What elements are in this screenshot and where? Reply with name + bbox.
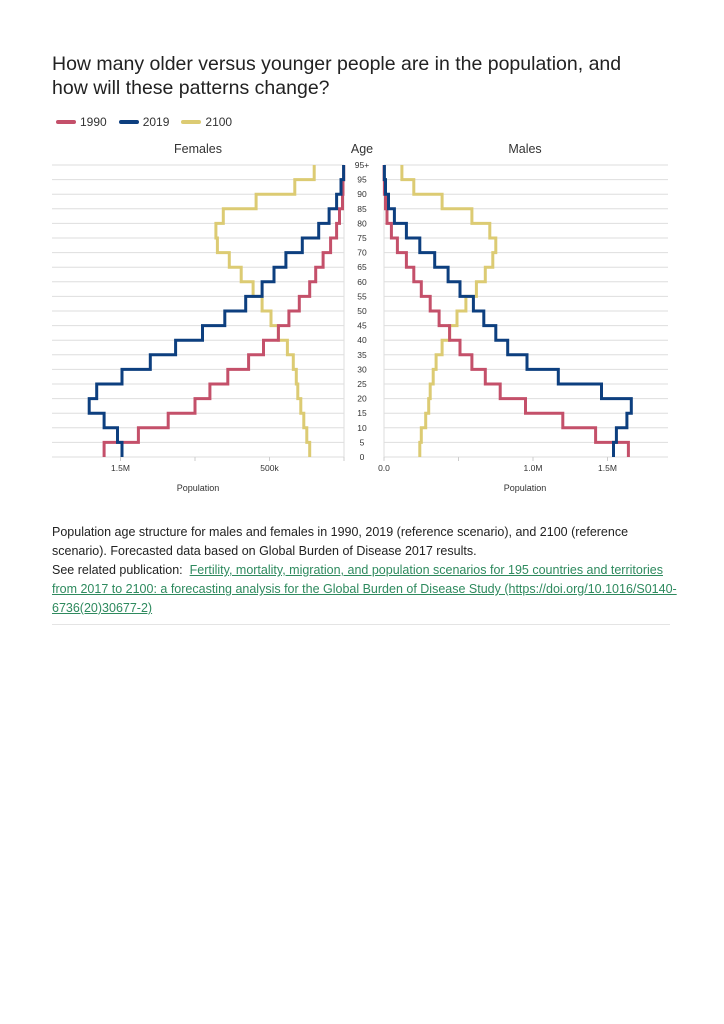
age-tick-label: 95+	[355, 160, 369, 170]
x-tick-label: 0.0	[378, 463, 390, 473]
age-tick-label: 60	[357, 277, 367, 287]
age-tick-label: 55	[357, 291, 367, 301]
age-tick-label: 5	[360, 437, 365, 447]
panel-title-females: Females	[174, 142, 222, 156]
publication-link[interactable]: Fertility, mortality, migration, and pop…	[52, 563, 677, 615]
age-tick-label: 50	[357, 306, 367, 316]
legend-swatch-1990	[56, 120, 76, 124]
age-tick-label: 45	[357, 321, 367, 331]
age-axis-label: Age	[351, 142, 373, 156]
see-related-label: See related publication:	[52, 563, 183, 577]
age-tick-label: 40	[357, 335, 367, 345]
x-tick-label: 1.0M	[524, 463, 543, 473]
age-tick-label: 65	[357, 262, 367, 272]
x-tick-label: 500k	[260, 463, 279, 473]
population-pyramid-chart: Females Males Age 0 5 10 15 20 25 30 35 40 45 50 55…	[52, 142, 668, 493]
x-tick-label: 1.5M	[598, 463, 617, 473]
series-line-males-1990[interactable]	[382, 165, 630, 457]
age-tick-label: 80	[357, 218, 367, 228]
age-tick-label: 75	[357, 233, 367, 243]
legend-item-2019[interactable]: 2019	[118, 115, 170, 129]
legend-item-2100[interactable]: 2100	[181, 115, 232, 129]
chart-title: How many older versus younger people are…	[52, 53, 622, 99]
x-axis-label-males: Population	[504, 483, 547, 493]
age-tick-label: 10	[357, 423, 367, 433]
age-tick-label: 0	[360, 452, 365, 462]
age-tick-label: 85	[357, 204, 367, 214]
age-tick-label: 15	[357, 408, 367, 418]
series-line-males-2100[interactable]	[400, 165, 498, 457]
series-line-females-2100[interactable]	[214, 165, 316, 457]
legend: 1990 2019 2100	[56, 115, 232, 129]
legend-swatch-2019	[118, 120, 139, 124]
divider	[52, 624, 670, 625]
age-tick-label: 70	[357, 248, 367, 258]
legend-label: 2019	[142, 115, 170, 129]
legend-item-1990[interactable]: 1990	[56, 115, 107, 129]
series-line-males-2019[interactable]	[382, 165, 633, 457]
panel-title-males: Males	[508, 142, 541, 156]
series-line-females-1990[interactable]	[102, 165, 346, 457]
related-publication: See related publication: Fertility, mort…	[52, 561, 677, 618]
legend-label: 1990	[80, 115, 107, 129]
age-tick-label: 95	[357, 175, 367, 185]
chart-caption: Population age structure for males and f…	[52, 523, 677, 618]
x-tick-label: 1.5M	[111, 463, 130, 473]
age-tick-label: 30	[357, 364, 367, 374]
age-tick-label: 20	[357, 394, 367, 404]
legend-swatch-2100	[181, 120, 202, 124]
age-tick-label: 90	[357, 189, 367, 199]
age-tick-label: 25	[357, 379, 367, 389]
legend-label: 2100	[205, 115, 233, 129]
age-tick-label: 35	[357, 350, 367, 360]
caption-text: Population age structure for males and f…	[52, 525, 629, 558]
series-line-females-2019[interactable]	[87, 165, 346, 457]
x-axis-label-females: Population	[177, 483, 220, 493]
